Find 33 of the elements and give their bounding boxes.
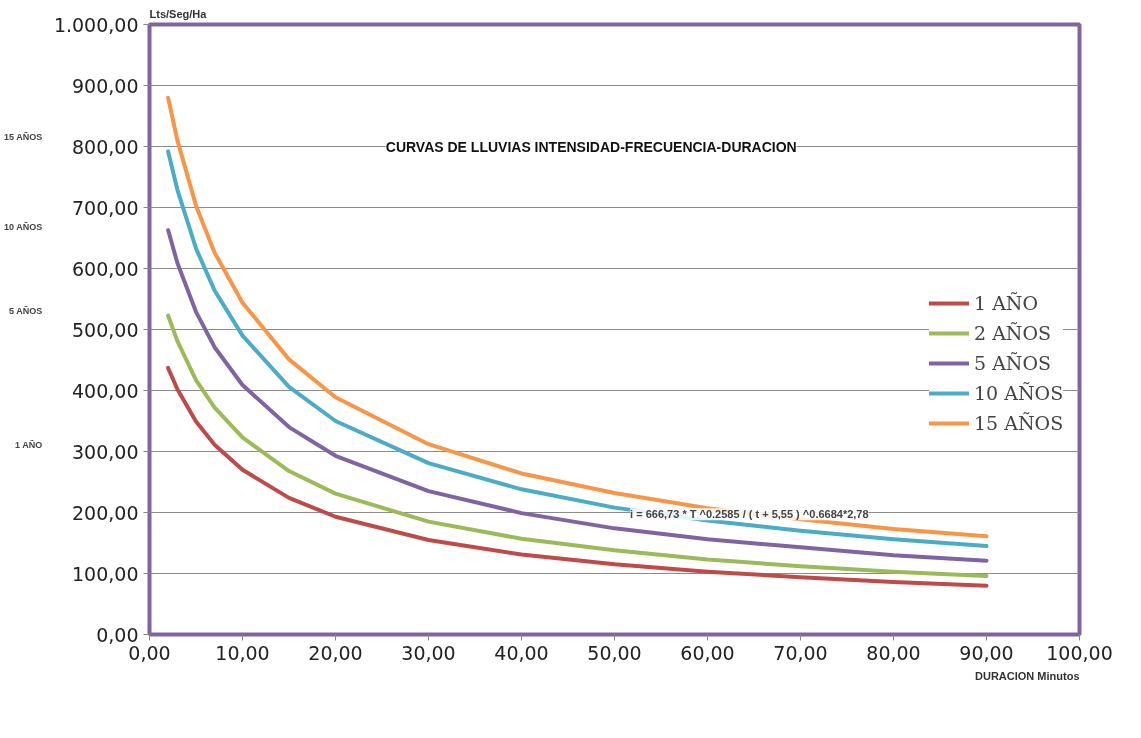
x-tick-label: 70,00 [773,641,828,664]
y-tick-label: 100,00 [72,562,139,585]
y-tick-label: 400,00 [72,379,139,402]
x-tick-label: 50,00 [587,641,642,664]
annotation: i = 666,73 * T ^0.2585 / ( t + 5,55 ) ^0.6684*2,78 [630,508,869,521]
y-tick-label: 800,00 [72,135,139,158]
text: 10 AÑOS [3,222,43,233]
y-tick-label: 900,00 [72,74,139,97]
x-tick-label: 40,00 [494,641,549,664]
x-axis-title: DURACION Minutos [975,669,1080,682]
x-tick-label: 10,00 [215,641,270,664]
x-tick-label: 80,00 [866,641,921,664]
x-tick-label: 90,00 [959,641,1014,664]
x-tick-label: 30,00 [401,641,456,664]
y-tick-label: 500,00 [72,318,139,341]
text: 5 AÑOS [8,306,43,317]
x-tick-label: 60,00 [680,641,735,664]
x-tick-label: 100,00 [1046,641,1113,664]
text: 15 AÑOS [3,132,43,143]
legend-label: 1 AÑO [974,292,1039,314]
y-tick-label: 600,00 [72,257,139,280]
text: 1 AÑO [14,440,43,451]
y-tick-label: 700,00 [72,196,139,219]
y-tick-label: 1.000,00 [53,13,139,36]
text: CURVAS DE LLUVIAS INTENSIDAD-FRECUENCIA-DURACION [385,138,797,155]
y-tick-label: 300,00 [72,440,139,463]
legend-label: 5 AÑOS [974,352,1052,374]
legend-label: 2 AÑOS [974,322,1052,344]
legend-label: 10 AÑOS [974,382,1064,404]
legend-label: 15 AÑOS [974,412,1064,434]
x-tick-label: 20,00 [308,641,363,664]
y-tick-label: 200,00 [72,501,139,524]
y-axis-title: Lts/Seg/Ha [149,7,208,20]
